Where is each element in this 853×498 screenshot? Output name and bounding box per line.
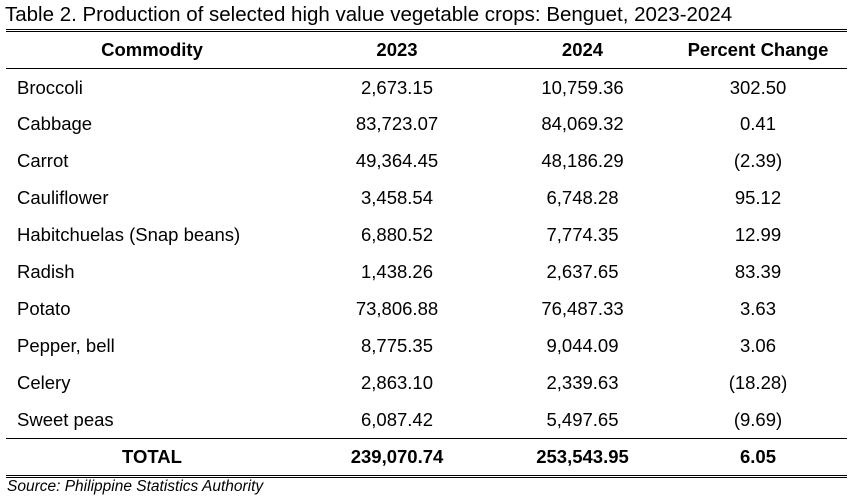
commodity-cell: Broccoli: [17, 77, 83, 99]
table-row: Potato 73,806.88 76,487.33 3.63: [6, 291, 847, 328]
total-percent-change: 6.05: [739, 446, 776, 467]
header-commodity: Commodity: [101, 39, 203, 60]
table-row: Celery 2,863.10 2,339.63 (18.28): [6, 365, 847, 402]
total-row: TOTAL 239,070.74 253,543.95 6.05: [6, 438, 847, 477]
percent-change-cell: 12.99: [734, 224, 782, 245]
header-2024: 2024: [561, 39, 604, 60]
commodity-cell: Celery: [17, 372, 71, 393]
total-2023: 239,070.74: [350, 446, 444, 467]
value-2024-cell: 2,637.65: [546, 261, 619, 282]
commodity-cell: Sweet peas: [17, 408, 114, 430]
commodity-cell: Cabbage: [17, 113, 93, 134]
table-title: Table 2. Production of selected high val…: [5, 3, 733, 26]
commodity-cell: Potato: [17, 298, 71, 319]
value-2024-cell: 9,044.09: [546, 335, 619, 356]
value-2023-cell: 73,806.88: [355, 298, 439, 319]
value-2023-cell: 6,087.42: [360, 408, 433, 430]
table-row: Cauliflower 3,458.54 6,748.28 95.12: [6, 180, 847, 217]
total-label: TOTAL: [122, 446, 182, 467]
percent-change-cell: (18.28): [728, 372, 788, 393]
value-2024-cell: 48,186.29: [541, 150, 624, 171]
value-2023-cell: 3,458.54: [360, 187, 433, 208]
value-2023-cell: 1,438.26: [360, 261, 433, 282]
total-2024: 253,543.95: [536, 446, 629, 467]
value-2023-cell: 83,723.07: [355, 113, 439, 134]
percent-change-cell: 0.41: [739, 113, 776, 134]
percent-change-cell: (2.39): [733, 150, 783, 171]
value-2024-cell: 10,759.36: [541, 77, 624, 99]
percent-change-cell: 3.06: [739, 335, 776, 356]
commodity-cell: Radish: [17, 261, 75, 282]
value-2023-cell: 6,880.52: [360, 224, 433, 245]
source-note: Source: Philippine Statistics Authority: [7, 478, 264, 495]
production-table: Commodity 2023 2024 Percent Change Brocc…: [6, 29, 847, 478]
value-2024-cell: 5,497.65: [546, 408, 619, 430]
value-2024-cell: 76,487.33: [541, 298, 624, 319]
value-2024-cell: 6,748.28: [546, 187, 619, 208]
percent-change-cell: 95.12: [734, 187, 782, 208]
value-2024-cell: 2,339.63: [546, 372, 619, 393]
header-percent-change: Percent Change: [687, 39, 829, 60]
percent-change-cell: 302.50: [729, 77, 787, 99]
percent-change-cell: (9.69): [733, 408, 783, 430]
commodity-cell: Cauliflower: [17, 187, 109, 208]
value-2024-cell: 84,069.32: [541, 113, 624, 134]
table-row: Habitchuelas (Snap beans) 6,880.52 7,774…: [6, 217, 847, 254]
table-row: Broccoli 2,673.15 10,759.36 302.50: [6, 69, 847, 106]
commodity-cell: Pepper, bell: [17, 335, 115, 356]
percent-change-cell: 83.39: [734, 261, 782, 282]
value-2024-cell: 7,774.35: [546, 224, 619, 245]
value-2023-cell: 2,863.10: [360, 372, 433, 393]
value-2023-cell: 2,673.15: [360, 77, 433, 99]
table-row: Cabbage 83,723.07 84,069.32 0.41: [6, 106, 847, 143]
table-row: Radish 1,438.26 2,637.65 83.39: [6, 254, 847, 291]
value-2023-cell: 49,364.45: [355, 150, 439, 171]
header-2023: 2023: [376, 39, 418, 60]
percent-change-cell: 3.63: [739, 298, 776, 319]
commodity-cell: Carrot: [17, 150, 69, 171]
table-row: Carrot 49,364.45 48,186.29 (2.39): [6, 143, 847, 180]
table-row: Pepper, bell 8,775.35 9,044.09 3.06: [6, 328, 847, 365]
value-2023-cell: 8,775.35: [360, 335, 433, 356]
commodity-cell: Habitchuelas (Snap beans): [17, 224, 241, 245]
header-row: Commodity 2023 2024 Percent Change: [6, 30, 847, 69]
table-row: Sweet peas 6,087.42 5,497.65 (9.69): [6, 402, 847, 439]
